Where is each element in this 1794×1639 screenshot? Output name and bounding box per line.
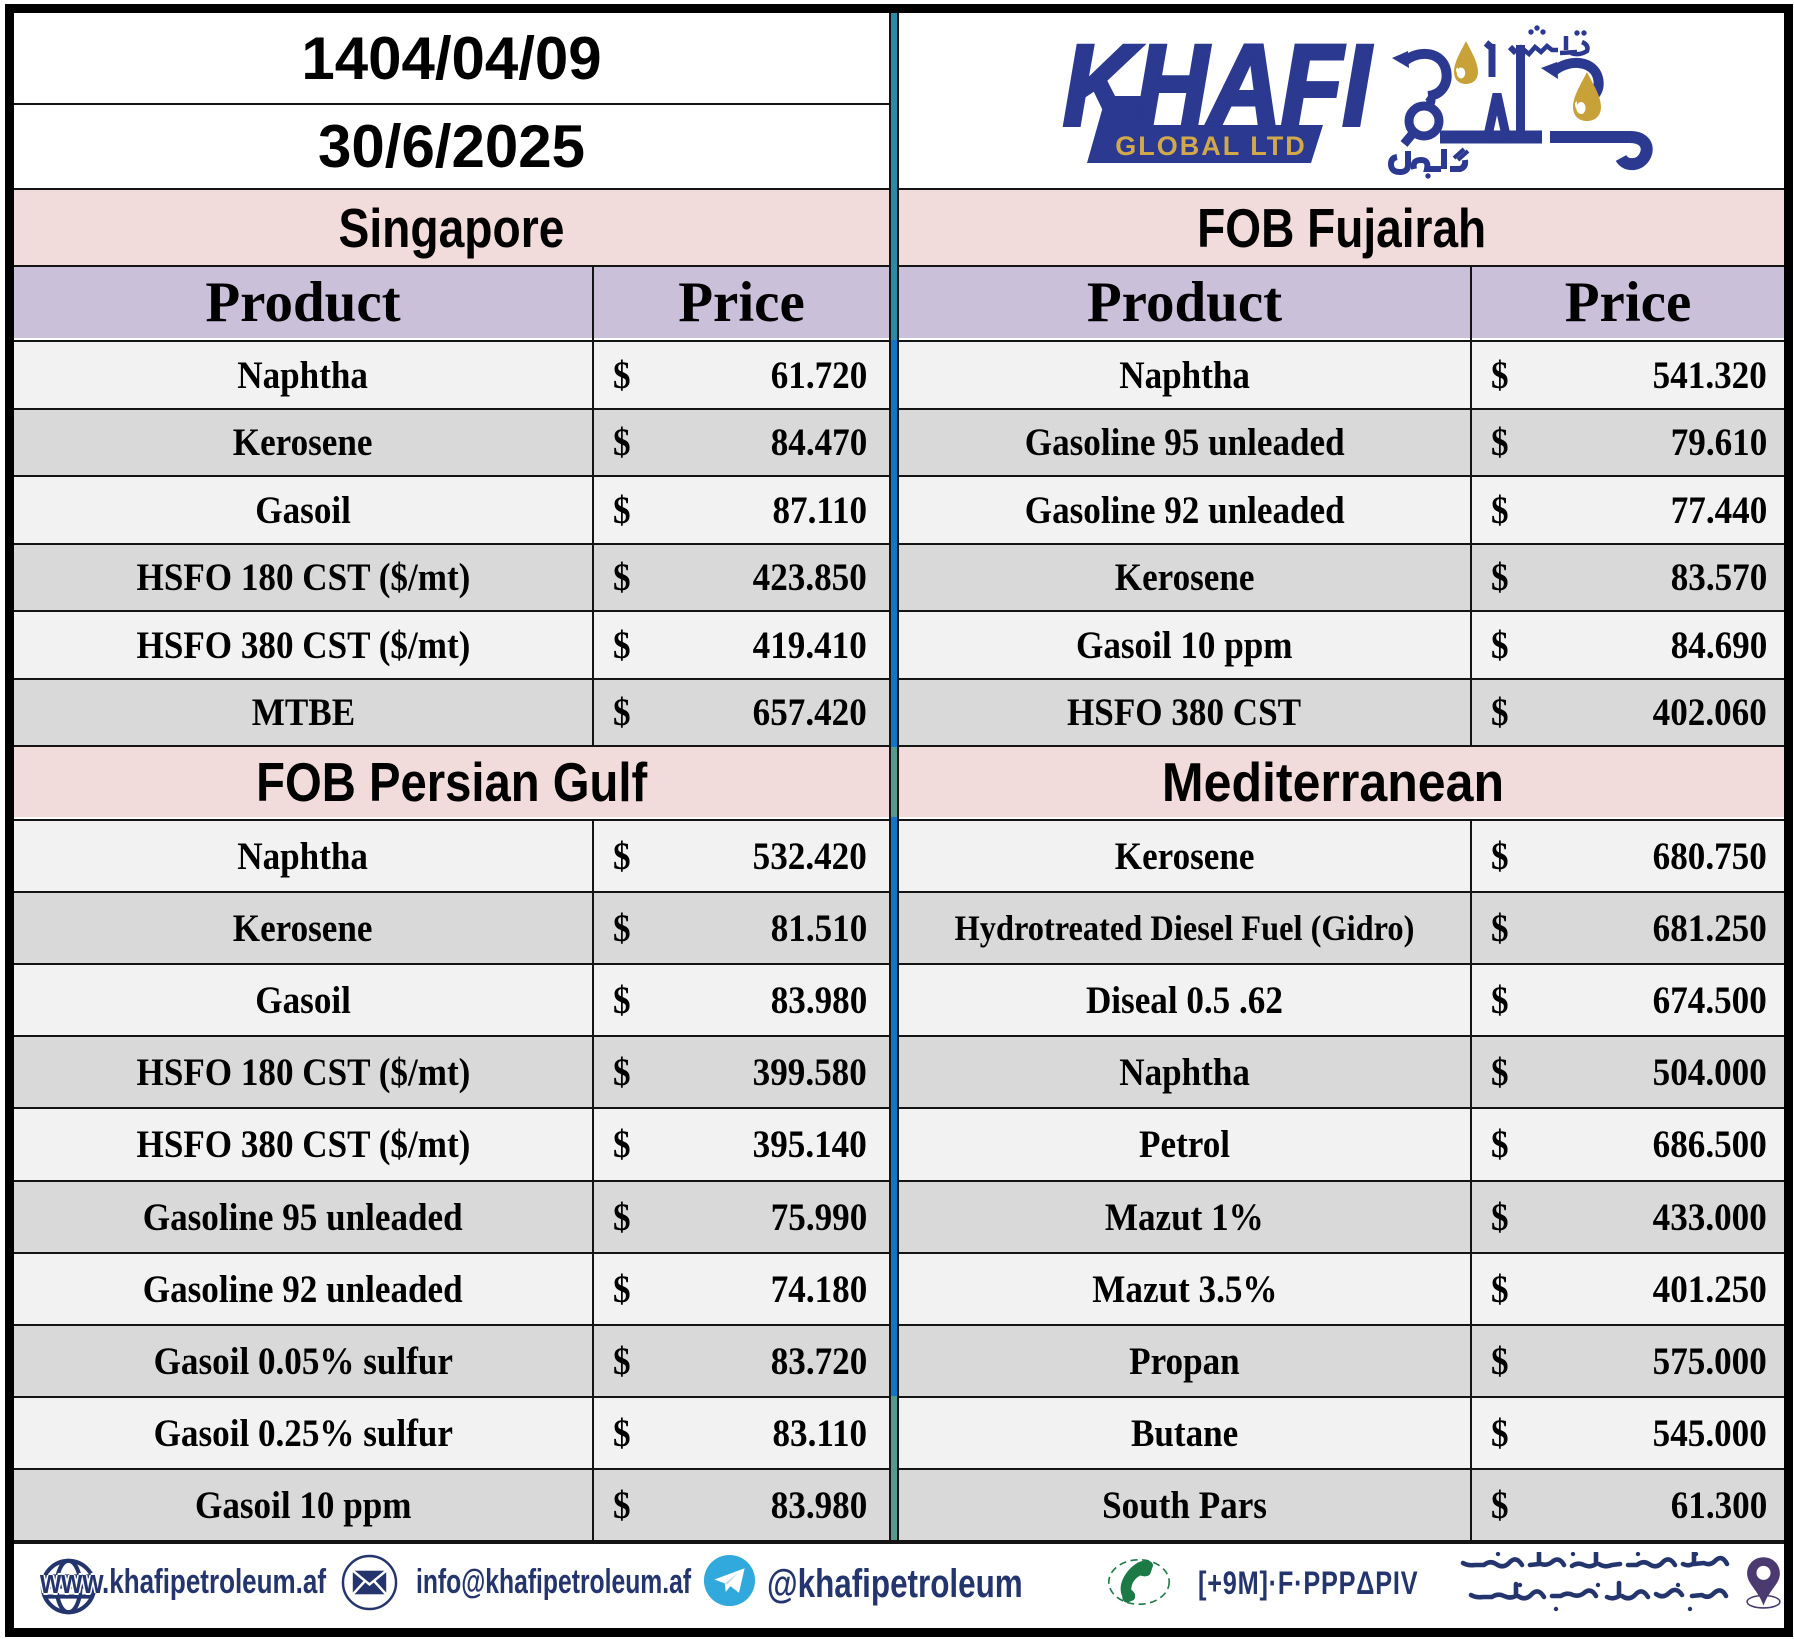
svg-text:KHAFI: KHAFI bbox=[1063, 21, 1372, 150]
svg-text:GLOBAL LTD: GLOBAL LTD bbox=[1115, 131, 1306, 161]
